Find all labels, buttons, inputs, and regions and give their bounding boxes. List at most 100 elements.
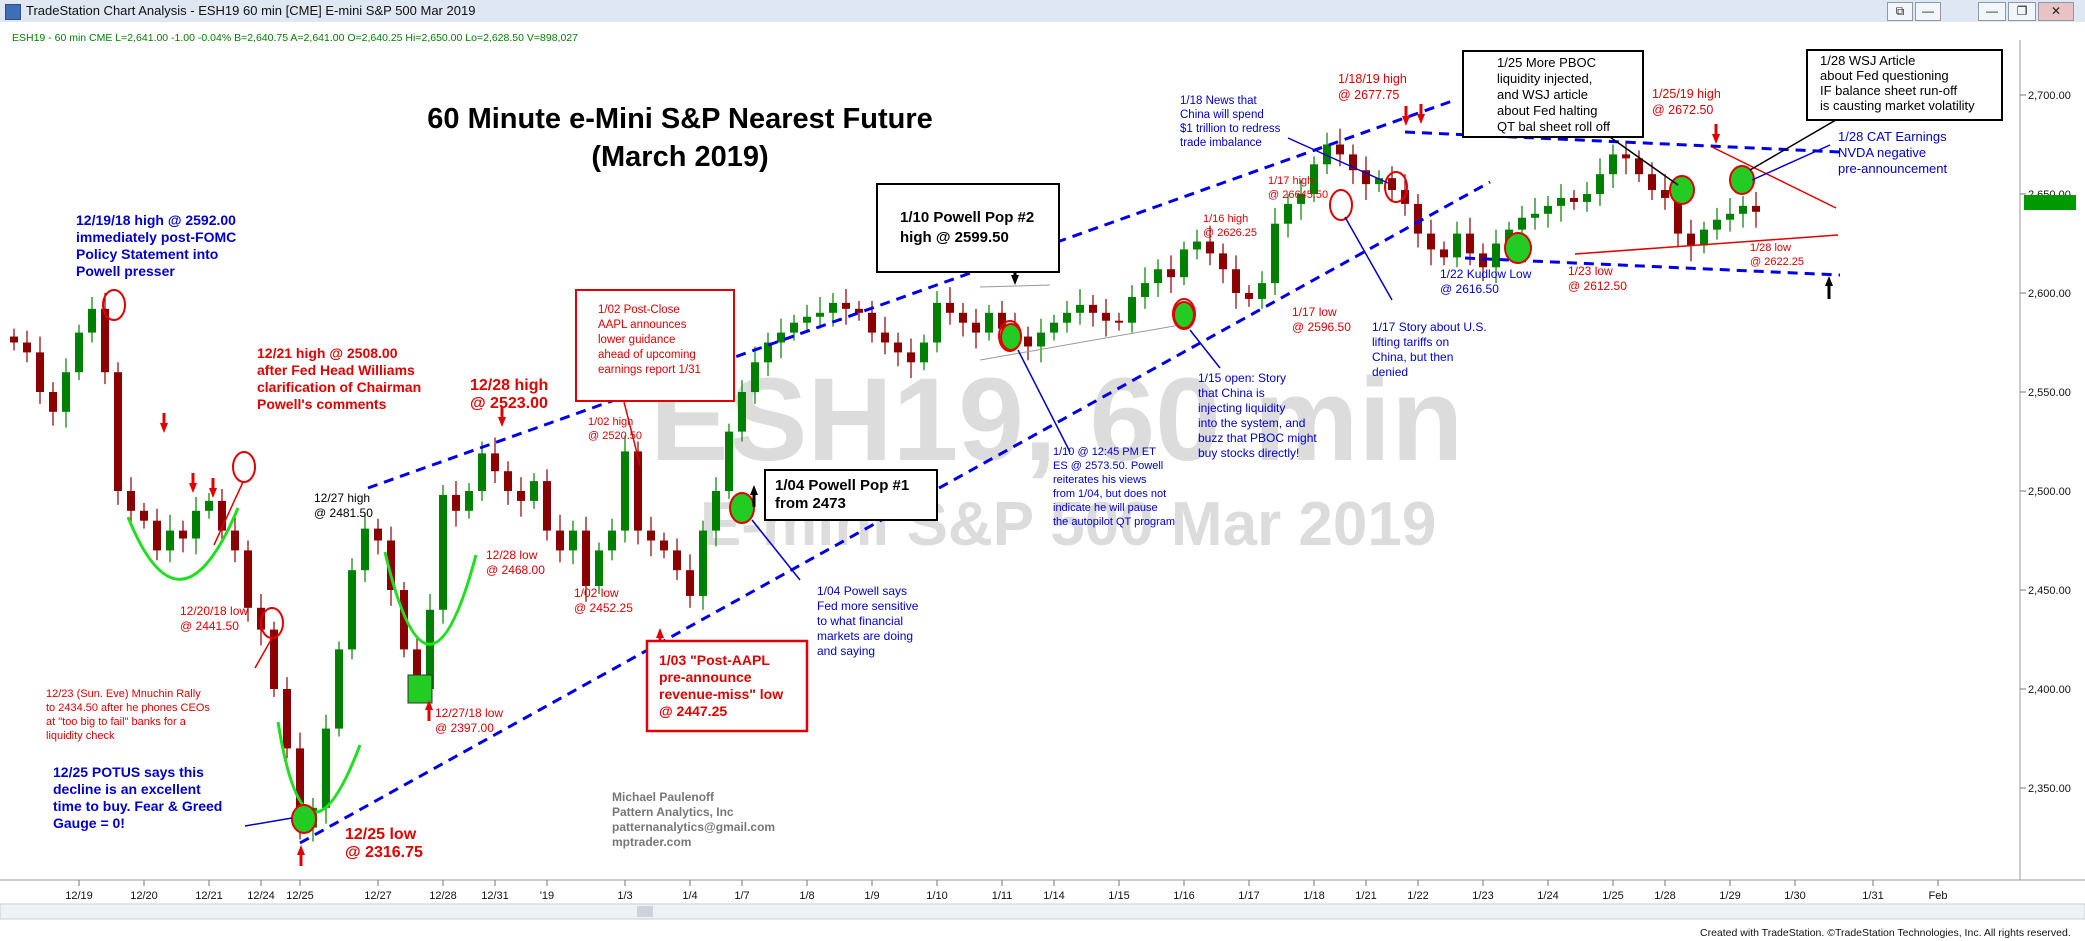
box-0103-low: [645, 639, 809, 733]
support-line: [1574, 234, 1839, 255]
candle-body: [270, 629, 278, 689]
ann-0110-pop: 1/10 Powell Pop #2: [900, 209, 1034, 226]
y-tick-label: 2,450.00: [2028, 585, 2071, 597]
x-tick-label: 1/30: [1784, 890, 1805, 902]
x-tick-label: 1/17: [1238, 890, 1259, 902]
ann-1221-high: clarification of Chairman: [257, 379, 421, 395]
ann-0117-story: denied: [1372, 365, 1408, 379]
box-0110-pop: [876, 183, 1060, 273]
ann-0128-cat: NVDA negative: [1838, 145, 1926, 160]
candle-body: [647, 530, 655, 541]
candle: [153, 508, 161, 561]
candle-body: [595, 550, 603, 587]
ann-0103-low: 1/03 "Post-AAPL: [659, 652, 770, 668]
minimize-window-button[interactable]: —: [1915, 2, 1941, 21]
y-tick-label: 2,600.00: [2028, 288, 2071, 300]
ann-0125-pboc: liquidity injected,: [1497, 71, 1592, 86]
candle: [660, 532, 668, 559]
ann-0115-china: buy stocks directly!: [1198, 446, 1299, 460]
candle: [855, 300, 863, 321]
ann-0117-low: @ 2596.50: [1292, 320, 1351, 334]
chart-title: (March 2019): [591, 141, 768, 173]
candle-body: [1076, 304, 1084, 313]
ann-0110-et: from 1/04, but does not: [1053, 488, 1166, 500]
candle: [712, 477, 720, 547]
ann-0118-high: 1/18/19 high: [1338, 72, 1407, 86]
green-dot-0115: [1173, 301, 1195, 329]
candle: [1206, 225, 1214, 266]
x-tick-label: 1/28: [1654, 890, 1675, 902]
ann-1219-high: immediately post-FOMC: [76, 229, 236, 245]
candle-body: [361, 528, 369, 571]
ann-0102-low: @ 2452.25: [574, 601, 633, 615]
ann-0102-aapl: lower guidance: [598, 334, 675, 346]
candle-body: [712, 491, 720, 531]
gray-bottom-line: [979, 324, 1181, 361]
ann-0128-cat: 1/28 CAT Earnings: [1838, 129, 1947, 144]
gray-top-line: [979, 284, 1051, 288]
candle: [894, 332, 902, 367]
candle: [556, 514, 564, 563]
scrollbar-thumb[interactable]: [637, 906, 653, 917]
candle-body: [504, 471, 512, 491]
ann-0115-china: buzz that PBOC might: [1198, 431, 1317, 445]
ann-1228-low: 12/28 low: [486, 548, 538, 562]
ann-0117-low: 1/17 low: [1292, 305, 1337, 319]
ann-0118-news: 1/18 News that: [1180, 95, 1258, 107]
candle: [1024, 326, 1032, 361]
candle: [699, 520, 707, 610]
candle: [101, 293, 109, 385]
ann-0122-kudlow: @ 2616.50: [1440, 282, 1499, 296]
ann-0102-aapl: 1/02 Post-Close: [598, 304, 680, 316]
candle: [62, 358, 70, 428]
ann-0115-china: that China is: [1198, 386, 1265, 400]
candle-body: [1687, 233, 1695, 246]
box-0102-aapl: [575, 289, 735, 402]
candle-body: [1479, 253, 1487, 268]
ann-0128-low: @ 2622.25: [1750, 256, 1804, 268]
candle: [504, 461, 512, 505]
inner-restore-button[interactable]: ❐: [2008, 2, 2036, 21]
annotations: 60 Minute e-Mini S&P Nearest Future (Marc…: [46, 53, 1975, 861]
green-arc-1227: [383, 551, 478, 646]
candle-body: [413, 649, 421, 689]
price-chart[interactable]: ESH19 - 60 min CME L=2,641.00 -1.00 -0.0…: [0, 22, 2085, 941]
x-tick-label: 1/7: [734, 890, 749, 902]
candle-body: [218, 500, 226, 531]
x-tick-label: 1/23: [1472, 890, 1493, 902]
candle-body: [1284, 203, 1292, 224]
candle-body: [478, 453, 486, 491]
candle-body: [673, 550, 681, 571]
candle: [816, 296, 824, 329]
annotation-boxes: [575, 49, 2076, 733]
candle-body: [49, 392, 57, 412]
candle: [49, 382, 57, 426]
candle-body: [1674, 197, 1682, 234]
ann-0128-low: 1/28 low: [1750, 242, 1791, 254]
candle-body: [231, 530, 239, 551]
candle-body: [1362, 170, 1370, 185]
candle-body: [1440, 249, 1448, 258]
candle: [686, 554, 694, 608]
candle: [608, 518, 616, 561]
candle-body: [1466, 233, 1474, 254]
candle-body: [1531, 213, 1539, 218]
inner-minimize-button[interactable]: —: [1978, 2, 2006, 21]
ann-1223-mnuchin: liquidity check: [46, 730, 115, 742]
candle-body: [1206, 241, 1214, 254]
close-window-button[interactable]: ✕: [2038, 2, 2074, 21]
ann-0110-pop: high @ 2599.50: [900, 229, 1009, 246]
watermark: ESH19, 60 min E-mini S&P 500 Mar 2019: [650, 354, 1463, 559]
event-markers: [102, 165, 1755, 834]
candle: [543, 469, 551, 541]
candle-body: [1167, 269, 1175, 278]
candle: [1544, 195, 1552, 228]
restore-window-button[interactable]: ⧉: [1887, 2, 1913, 21]
horizontal-scrollbar[interactable]: [0, 903, 2085, 920]
candle-body: [1193, 241, 1201, 250]
candle: [361, 512, 369, 583]
candle: [1115, 312, 1123, 331]
candle: [959, 302, 967, 337]
candle-body: [283, 689, 291, 749]
